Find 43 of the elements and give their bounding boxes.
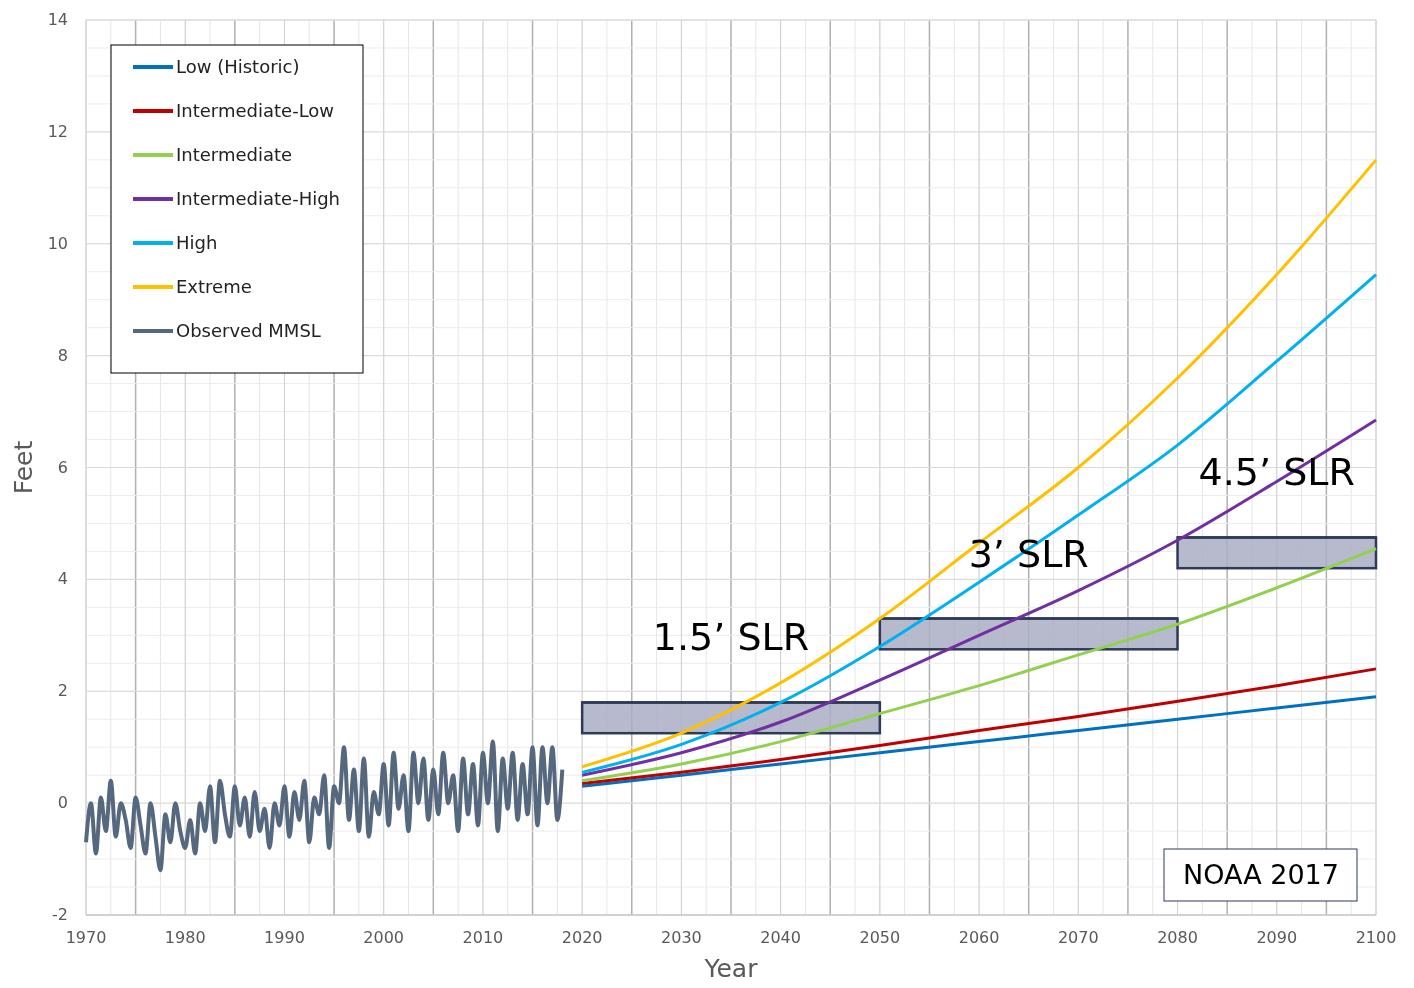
annotation: 4.5’ SLR <box>1198 450 1355 495</box>
x-tick-label: 1980 <box>164 928 206 947</box>
y-tick-label: 8 <box>57 345 68 365</box>
x-tick-label: 2040 <box>760 928 801 947</box>
y-tick-label: 10 <box>47 233 68 253</box>
line-series <box>580 667 1378 786</box>
legend-label: Intermediate-Low <box>176 100 335 121</box>
legend-label: Intermediate <box>176 144 293 165</box>
x-tick-label: 2060 <box>958 928 1000 947</box>
line-series <box>580 158 1378 769</box>
line-series <box>84 739 565 873</box>
x-tick-label: 2080 <box>1157 928 1198 947</box>
y-tick-label: 14 <box>47 10 68 29</box>
line-series <box>580 418 1378 777</box>
annotation: 1.5’ SLR <box>652 615 810 660</box>
y-tick-label: 4 <box>57 569 68 589</box>
legend-label: High <box>176 232 218 253</box>
x-tick-label: 2070 <box>1057 928 1099 947</box>
legend-label: Observed MMSL <box>176 320 321 341</box>
line-series <box>580 273 1378 774</box>
annotation: NOAA 2017 <box>1183 859 1339 890</box>
y-tick-label: 12 <box>47 121 68 141</box>
annotation: 3’ SLR <box>968 531 1089 576</box>
legend-label: Extreme <box>176 276 252 297</box>
x-tick-label: 2090 <box>1256 928 1298 947</box>
x-tick-label: 2000 <box>363 928 405 947</box>
x-tick-label: 2020 <box>561 928 603 947</box>
y-tick-label: -2 <box>52 905 68 924</box>
x-tick-label: 2010 <box>462 928 504 947</box>
x-tick-label: 1970 <box>65 928 107 947</box>
line-series <box>580 695 1378 788</box>
x-tick-label: 1990 <box>264 928 305 947</box>
bar <box>878 617 1179 651</box>
y-tick-label: 0 <box>57 793 68 813</box>
y-tick-label: 6 <box>57 457 68 477</box>
legend-label: Intermediate-High <box>176 188 340 209</box>
x-axis-title: Year <box>703 954 759 983</box>
x-tick-label: 2050 <box>859 928 901 947</box>
y-tick-label: 2 <box>57 681 68 701</box>
legend-label: Low (Historic) <box>176 56 300 77</box>
x-tick-label: 2100 <box>1355 928 1397 947</box>
x-tick-label: 2030 <box>661 928 702 947</box>
y-axis-title: Feet <box>9 440 38 495</box>
